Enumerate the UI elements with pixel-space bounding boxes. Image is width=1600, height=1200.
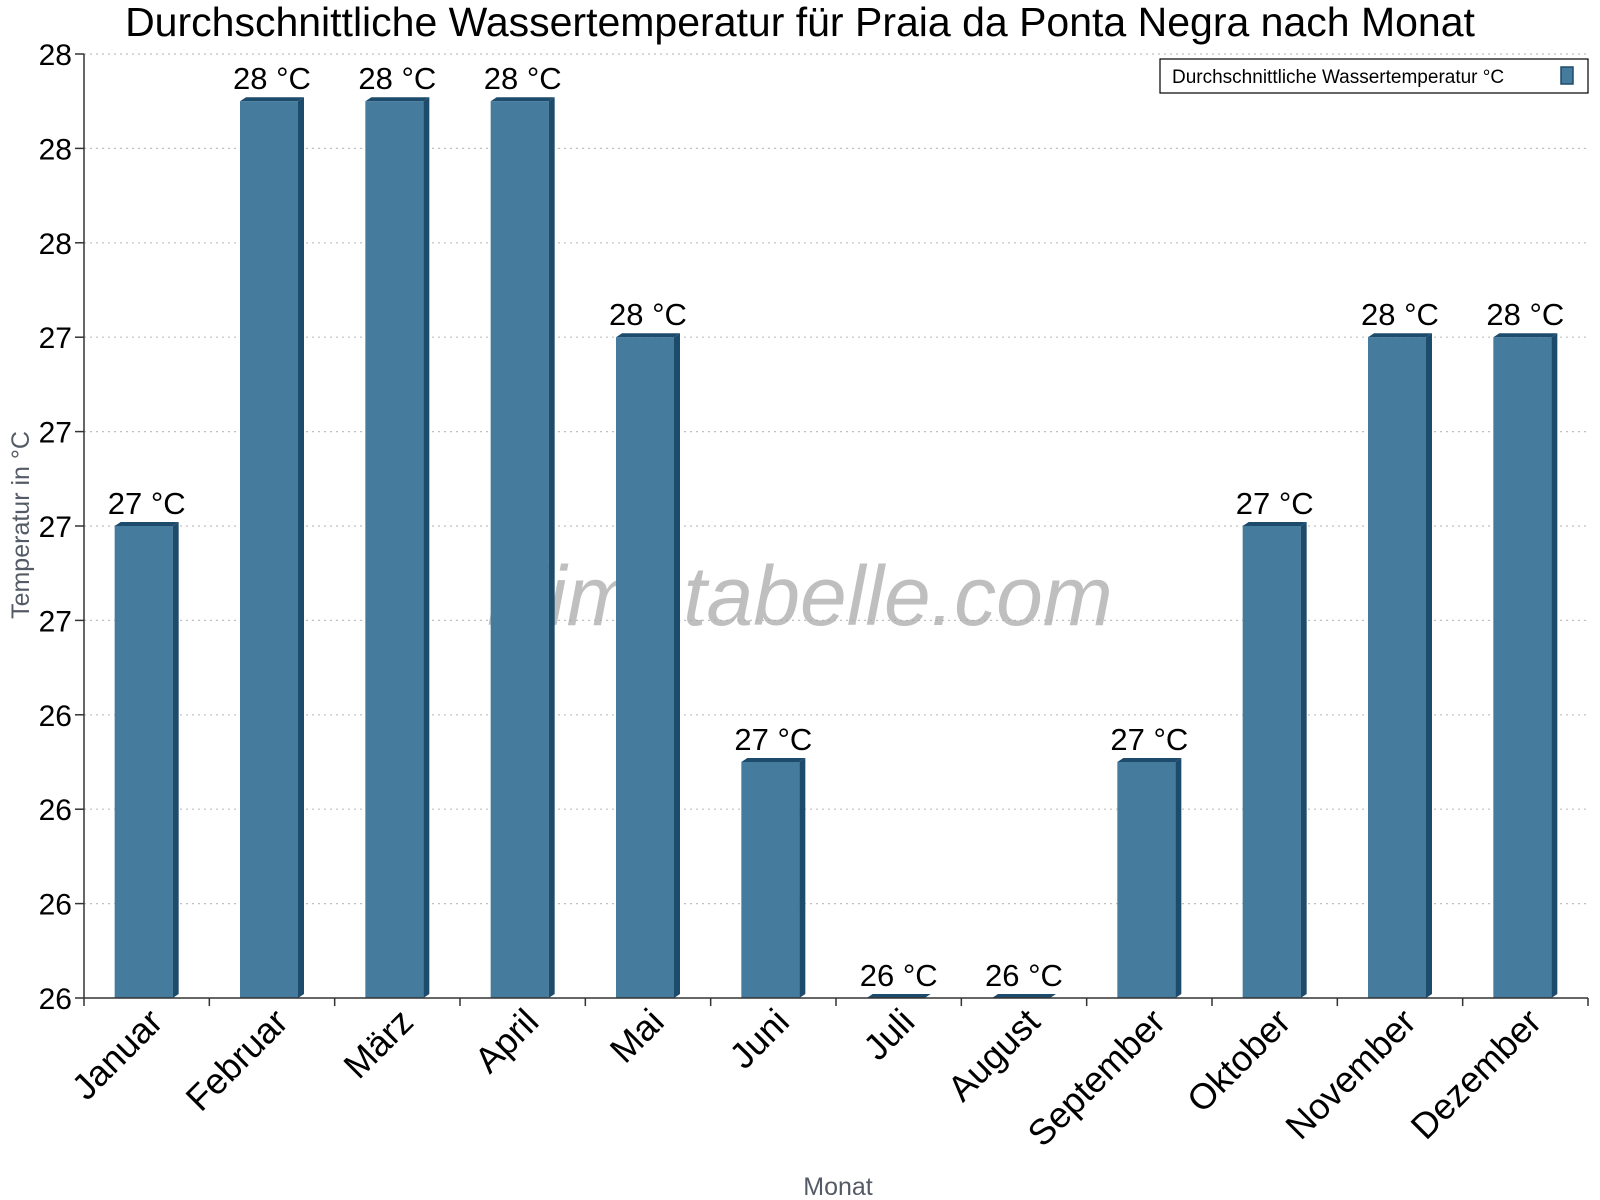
bar — [1117, 762, 1176, 998]
bar-februar: 28 °C — [233, 61, 311, 998]
y-ticks: 26 26 26 26 27 27 27 27 28 28 28 — [39, 39, 84, 1016]
bar-april: 28 °C — [484, 61, 562, 998]
x-tick-label: Oktober — [1179, 1001, 1299, 1121]
bar — [1493, 337, 1552, 998]
y-tick-label: 28 — [39, 39, 72, 72]
chart-title: Durchschnittliche Wassertemperatur für P… — [125, 0, 1475, 45]
y-tick-label: 26 — [39, 983, 72, 1016]
legend: Durchschnittliche Wassertemperatur °C — [1159, 58, 1589, 94]
bar-top — [616, 333, 680, 338]
data-label: 27 °C — [1236, 486, 1314, 521]
x-tick-label: März — [335, 1001, 421, 1087]
data-label: 27 °C — [1110, 722, 1188, 757]
bar-august: 26 °C — [985, 958, 1063, 998]
x-tick-label: Februar — [178, 1001, 296, 1119]
x-tick-label: Mai — [602, 1001, 672, 1071]
bar-top — [240, 97, 304, 102]
bar — [490, 101, 549, 998]
bar — [114, 526, 173, 998]
bar-top — [1117, 758, 1182, 762]
bar-top — [365, 97, 430, 102]
bar-side — [1300, 522, 1307, 998]
legend-label: Durchschnittliche Wassertemperatur °C — [1172, 67, 1504, 88]
bar-side — [298, 97, 304, 998]
bar-juli: 26 °C — [860, 958, 938, 998]
bar-side — [674, 333, 680, 998]
watermark: klimatabelle.com — [487, 549, 1113, 643]
data-label: 26 °C — [860, 958, 938, 993]
bar-top — [1368, 333, 1432, 338]
legend-box — [1159, 58, 1589, 94]
data-label: 28 °C — [233, 61, 311, 96]
data-label: 28 °C — [1486, 297, 1564, 332]
x-ticks: Januar Februar März April Mai Juni Juli AugustS… — [63, 998, 1589, 1155]
y-tick-label: 27 — [39, 322, 72, 355]
x-tick-label: Juli — [855, 1001, 922, 1068]
bar — [365, 101, 424, 998]
bar — [240, 101, 298, 998]
y-axis-label: Temperatur in °C — [7, 431, 35, 619]
x-tick-label: Dezember — [1403, 1001, 1549, 1147]
bar-side — [1551, 333, 1558, 998]
data-label: 26 °C — [985, 958, 1063, 993]
bar-top — [1242, 522, 1307, 526]
bar — [1242, 526, 1301, 998]
bar-juni: 27 °C — [734, 722, 812, 998]
x-axis-label: Monat — [803, 1173, 873, 1200]
bar-side — [172, 522, 179, 998]
grid-lines — [84, 53, 1588, 905]
bar-oktober: 27 °C — [1236, 486, 1314, 998]
data-label: 28 °C — [484, 61, 562, 96]
bar-side — [1426, 333, 1432, 998]
bar-top — [1493, 333, 1558, 338]
y-tick-label: 28 — [39, 228, 72, 261]
y-tick-label: 27 — [39, 605, 72, 638]
y-tick-label: 26 — [39, 700, 72, 733]
bars: 27 °C 28 °C 28 °C 28 °C 28 °C 27 °C 26 °C 26 °C… — [108, 61, 1564, 998]
bar — [616, 337, 674, 998]
bar-top — [866, 994, 931, 998]
y-tick-label: 28 — [39, 133, 72, 166]
legend-swatch — [1560, 66, 1574, 85]
bar-top — [741, 758, 806, 762]
bar-mai: 28 °C — [609, 297, 687, 998]
y-tick-label: 27 — [39, 511, 72, 544]
bar — [1368, 337, 1426, 998]
x-tick-label: Januar — [63, 1001, 170, 1108]
bar-top — [114, 522, 179, 526]
bar-top — [490, 97, 555, 102]
bar-side — [423, 97, 430, 998]
x-tick-label: August — [939, 1001, 1047, 1109]
y-tick-label: 26 — [39, 794, 72, 827]
bar-januar: 27 °C — [108, 486, 186, 998]
data-label: 28 °C — [358, 61, 436, 96]
data-label: 27 °C — [108, 486, 186, 521]
bar-top — [992, 994, 1056, 998]
bar — [741, 762, 800, 998]
y-tick-label: 27 — [39, 417, 72, 450]
y-tick-label: 26 — [39, 889, 72, 922]
x-tick-label: April — [466, 1001, 546, 1081]
x-tick-label: Juni — [721, 1001, 797, 1077]
data-label: 28 °C — [609, 297, 687, 332]
data-label: 27 °C — [734, 722, 812, 757]
data-label: 28 °C — [1361, 297, 1439, 332]
bar-dezember: 28 °C — [1486, 297, 1564, 998]
x-tick-label: November — [1277, 1001, 1423, 1147]
bar-märz: 28 °C — [358, 61, 436, 998]
bar-september: 27 °C — [1110, 722, 1188, 998]
bar-side — [548, 97, 555, 998]
bar-november: 28 °C — [1361, 297, 1439, 998]
bar-side — [799, 758, 806, 998]
bar-side — [1175, 758, 1182, 998]
x-tick-label: September — [1019, 1001, 1173, 1155]
